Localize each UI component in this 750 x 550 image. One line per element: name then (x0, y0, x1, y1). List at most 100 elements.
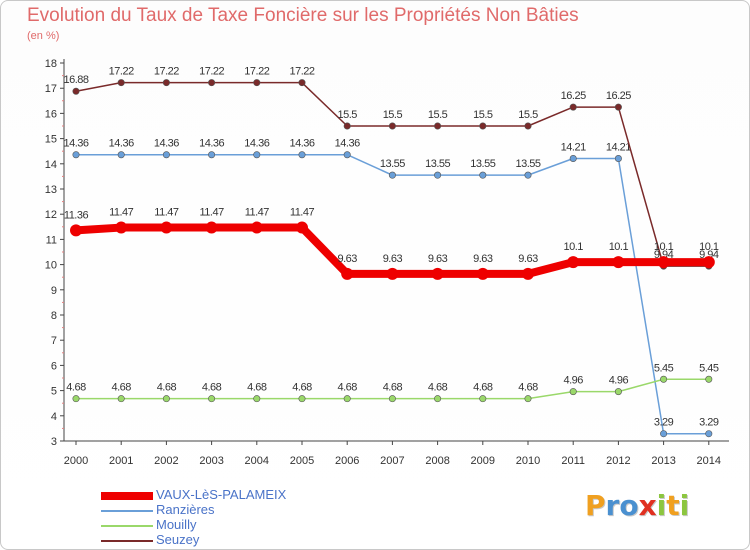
legend-label-ranzieres: Ranzières (156, 502, 215, 517)
data-point-mouilly (388, 395, 396, 403)
x-tick-label: 2013 (651, 455, 675, 467)
data-point-seuzey (298, 79, 306, 87)
data-point-mouilly (117, 395, 125, 403)
data-point-seuzey (117, 79, 125, 87)
data-label-seuzey: 15.5 (428, 109, 448, 121)
data-point-ranzie-res (660, 430, 668, 438)
y-tick-label: 18 (45, 58, 57, 70)
data-label-ranzie-res: 14.36 (335, 138, 360, 150)
data-point-vaux-le-s-palameix (476, 267, 489, 280)
x-tick-label: 2003 (199, 455, 223, 467)
y-tick-label: 14 (45, 159, 57, 171)
data-label-mouilly: 4.68 (473, 382, 493, 394)
data-label-seuzey: 15.5 (518, 109, 538, 121)
data-point-ranzie-res (434, 171, 442, 179)
x-tick-label: 2012 (606, 455, 630, 467)
data-label-mouilly: 5.45 (699, 362, 719, 374)
data-label-mouilly: 4.68 (383, 382, 403, 394)
data-label-mouilly: 4.68 (518, 382, 538, 394)
legend-swatch-vaux (101, 492, 153, 500)
data-label-vaux-le-s-palameix: 10.1 (654, 241, 674, 253)
data-label-ranzie-res: 14.21 (561, 142, 586, 154)
x-tick-label: 2005 (290, 455, 314, 467)
chart-subtitle: (en %) (27, 30, 60, 42)
data-point-mouilly (705, 375, 713, 383)
data-label-vaux-le-s-palameix: 9.63 (428, 253, 448, 265)
data-label-vaux-le-s-palameix: 11.47 (109, 207, 134, 219)
data-point-mouilly (72, 395, 80, 403)
data-label-ranzie-res: 14.36 (289, 138, 314, 150)
data-label-ranzie-res: 14.36 (109, 138, 134, 150)
y-tick-label: 9 (51, 285, 57, 297)
data-label-mouilly: 4.68 (247, 382, 267, 394)
y-tick-label: 5 (51, 386, 57, 398)
data-label-mouilly: 4.68 (157, 382, 177, 394)
legend-swatch-mouilly (101, 525, 153, 527)
data-point-ranzie-res (524, 171, 532, 179)
data-label-mouilly: 4.68 (292, 382, 312, 394)
data-point-seuzey (253, 79, 261, 87)
data-label-ranzie-res: 14.36 (199, 138, 224, 150)
data-point-ranzie-res (479, 171, 487, 179)
data-point-vaux-le-s-palameix (431, 267, 444, 280)
data-label-vaux-le-s-palameix: 9.63 (337, 253, 357, 265)
data-label-vaux-le-s-palameix: 9.63 (383, 253, 403, 265)
data-point-seuzey (208, 79, 216, 87)
data-point-vaux-le-s-palameix (296, 221, 308, 234)
x-tick-label: 2014 (697, 455, 721, 467)
x-tick-label: 2006 (335, 455, 359, 467)
data-point-vaux-le-s-palameix (70, 224, 82, 237)
data-point-ranzie-res (343, 151, 351, 159)
y-tick-label: 13 (45, 184, 57, 196)
legend-label-mouilly: Mouilly (156, 517, 197, 532)
data-label-ranzie-res: 13.55 (470, 158, 495, 170)
data-label-mouilly: 4.68 (202, 382, 222, 394)
data-label-ranzie-res: 13.55 (425, 158, 450, 170)
data-label-seuzey: 17.22 (244, 66, 269, 78)
data-label-seuzey: 16.25 (561, 90, 586, 102)
data-label-mouilly: 4.68 (111, 382, 131, 394)
data-label-seuzey: 17.22 (199, 66, 224, 78)
data-point-vaux-le-s-palameix (702, 256, 715, 269)
data-point-ranzie-res (388, 171, 396, 179)
data-point-vaux-le-s-palameix (250, 221, 263, 234)
data-point-ranzie-res (569, 155, 577, 163)
data-point-ranzie-res (298, 151, 306, 159)
data-label-vaux-le-s-palameix: 10.1 (609, 241, 629, 253)
proxiti-logo: Proxiti (585, 489, 690, 522)
data-point-seuzey (524, 122, 532, 130)
data-point-vaux-le-s-palameix (115, 221, 128, 234)
data-point-vaux-le-s-palameix (386, 267, 399, 280)
legend-swatch-ranzieres (101, 510, 153, 512)
data-label-vaux-le-s-palameix: 10.1 (699, 241, 719, 253)
data-point-seuzey (479, 122, 487, 130)
data-label-ranzie-res: 13.55 (380, 158, 405, 170)
data-label-mouilly: 4.68 (66, 382, 86, 394)
x-tick-label: 2000 (64, 455, 88, 467)
data-point-mouilly (253, 395, 261, 403)
y-tick-label: 4 (51, 411, 57, 423)
data-label-mouilly: 4.96 (609, 375, 629, 387)
x-tick-label: 2011 (561, 455, 585, 467)
data-point-mouilly (660, 375, 668, 383)
x-tick-label: 2002 (154, 455, 178, 467)
y-tick-label: 12 (45, 209, 57, 221)
x-tick-label: 2007 (380, 455, 404, 467)
data-label-mouilly: 4.96 (563, 375, 583, 387)
data-label-mouilly: 4.68 (337, 382, 357, 394)
data-point-ranzie-res (705, 430, 713, 438)
y-tick-label: 16 (45, 108, 57, 120)
y-tick-label: 8 (51, 310, 57, 322)
y-tick-label: 3 (51, 436, 57, 448)
data-label-seuzey: 16.25 (606, 90, 631, 102)
data-point-seuzey (343, 122, 351, 130)
data-point-mouilly (343, 395, 351, 403)
y-tick-label: 11 (46, 234, 57, 246)
data-point-vaux-le-s-palameix (160, 221, 173, 234)
data-point-mouilly (569, 388, 577, 396)
data-point-mouilly (524, 395, 532, 403)
chart-title: Evolution du Taux de Taxe Foncière sur l… (27, 5, 579, 26)
legend-swatch-seuzey (101, 540, 153, 542)
data-label-vaux-le-s-palameix: 11.36 (64, 209, 89, 221)
